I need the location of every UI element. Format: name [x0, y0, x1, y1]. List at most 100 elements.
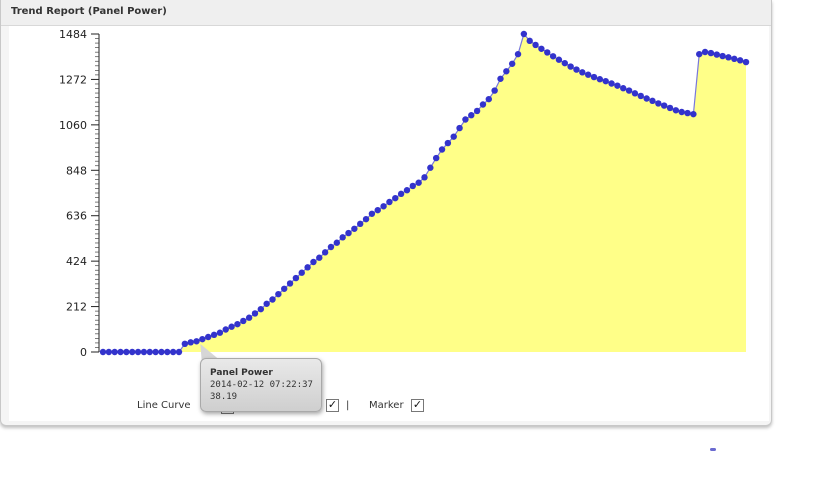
y-tick-label: 424 [66, 255, 87, 268]
data-point-marker [193, 338, 200, 345]
data-point-marker [240, 317, 247, 325]
data-point-marker [245, 314, 253, 321]
data-point-marker [263, 300, 270, 307]
data-point-marker [579, 69, 586, 76]
data-point-marker [561, 59, 568, 67]
data-point-marker [450, 133, 457, 140]
data-point-marker [678, 108, 685, 116]
data-point-marker [316, 254, 323, 261]
marker-label: Marker [369, 400, 404, 411]
data-point-marker [152, 348, 159, 356]
data-point-marker [631, 90, 639, 97]
data-point-marker [649, 97, 656, 105]
data-point-marker [421, 174, 428, 181]
decorative-dot [710, 448, 716, 451]
data-point-marker [584, 71, 592, 78]
data-point-marker [660, 102, 668, 109]
data-point-marker [479, 101, 487, 108]
data-point-marker [456, 124, 463, 132]
data-point-marker [544, 49, 551, 56]
panel-header [1, 0, 771, 26]
data-point-marker [275, 290, 282, 298]
data-point-marker [596, 76, 604, 83]
data-point-marker [666, 104, 674, 112]
data-point-marker [357, 220, 364, 228]
data-point-marker [169, 348, 177, 356]
data-point-marker [187, 339, 194, 346]
data-point-marker [736, 57, 744, 64]
data-point-marker [701, 48, 709, 56]
data-point-marker [345, 229, 352, 237]
data-point-marker [286, 280, 294, 287]
data-point-marker [339, 234, 346, 241]
data-point-marker [491, 87, 498, 94]
data-point-marker [532, 41, 539, 49]
data-point-marker [321, 249, 329, 256]
tooltip-datetime: 2014-02-12 07:22:37 [210, 380, 313, 390]
data-point-marker [637, 92, 644, 100]
data-point-marker [164, 348, 171, 356]
y-tick-label: 848 [66, 164, 87, 177]
data-point-marker [462, 116, 469, 123]
y-tick-label: 1484 [59, 28, 87, 41]
data-point-marker [199, 335, 206, 343]
data-point-marker [620, 85, 627, 92]
y-tick-label: 1272 [59, 73, 87, 86]
marker-checkbox[interactable]: ✓ [411, 398, 424, 412]
y-tick-label: 212 [66, 301, 87, 314]
data-point-marker [281, 285, 288, 292]
data-point-marker [257, 305, 265, 313]
data-point-marker [696, 50, 703, 58]
data-point-marker [210, 331, 218, 339]
data-point-marker [181, 340, 189, 348]
data-point-marker [228, 323, 235, 330]
data-point-marker [146, 348, 153, 356]
data-point-marker [538, 45, 545, 52]
data-point-marker [614, 82, 621, 89]
data-point-marker [175, 348, 183, 356]
y-axis: 0 212 424 636 848 1060 1272 1484 [59, 28, 100, 359]
data-point-marker [508, 60, 516, 67]
data-point-marker [397, 190, 405, 198]
data-point-marker [485, 95, 492, 103]
data-point-marker [298, 269, 305, 276]
data-point-marker [690, 110, 697, 118]
data-point-marker [555, 56, 563, 63]
series-area-fill [103, 34, 746, 352]
data-point-marker [707, 49, 715, 57]
data-point-marker [520, 30, 528, 38]
data-point-marker [380, 203, 387, 210]
data-point-marker [362, 215, 370, 223]
data-point-marker [134, 348, 142, 356]
data-point-marker [427, 164, 434, 171]
data-point-marker [216, 329, 224, 336]
data-point-marker [438, 146, 446, 153]
data-point-marker [713, 51, 720, 58]
trend-report-panel: Trend Report (Panel Power) 0 212 424 636 848… [0, 0, 772, 426]
data-point-marker [222, 326, 229, 333]
data-point-marker [269, 296, 276, 303]
y-tick-label: 1060 [59, 119, 87, 132]
tooltip-title: Panel Power [210, 368, 273, 378]
data-point-marker [468, 112, 475, 119]
data-point-marker [333, 239, 341, 246]
data-point-marker [719, 52, 726, 60]
data-point-marker [432, 154, 440, 162]
data-point-marker [351, 225, 358, 232]
data-point-marker [742, 58, 750, 66]
data-point-marker [117, 348, 124, 356]
trend-chart[interactable]: 0 212 424 636 848 1060 1272 1484 [9, 26, 769, 421]
data-point-marker [526, 37, 533, 45]
data-point-marker [625, 87, 633, 94]
y-tick-label: 0 [80, 346, 87, 359]
data-point-marker [304, 264, 311, 271]
data-point-marker [409, 182, 417, 190]
series-checkbox[interactable]: ✓ [326, 398, 339, 412]
controls-separator: | [346, 400, 350, 411]
data-point-marker [111, 348, 118, 356]
chart-area: 0 212 424 636 848 1060 1272 1484 [9, 26, 769, 421]
data-point-marker [567, 63, 574, 70]
plot-area [99, 30, 750, 356]
data-point-marker [310, 258, 317, 266]
line-curve-label: Line Curve [137, 400, 191, 411]
